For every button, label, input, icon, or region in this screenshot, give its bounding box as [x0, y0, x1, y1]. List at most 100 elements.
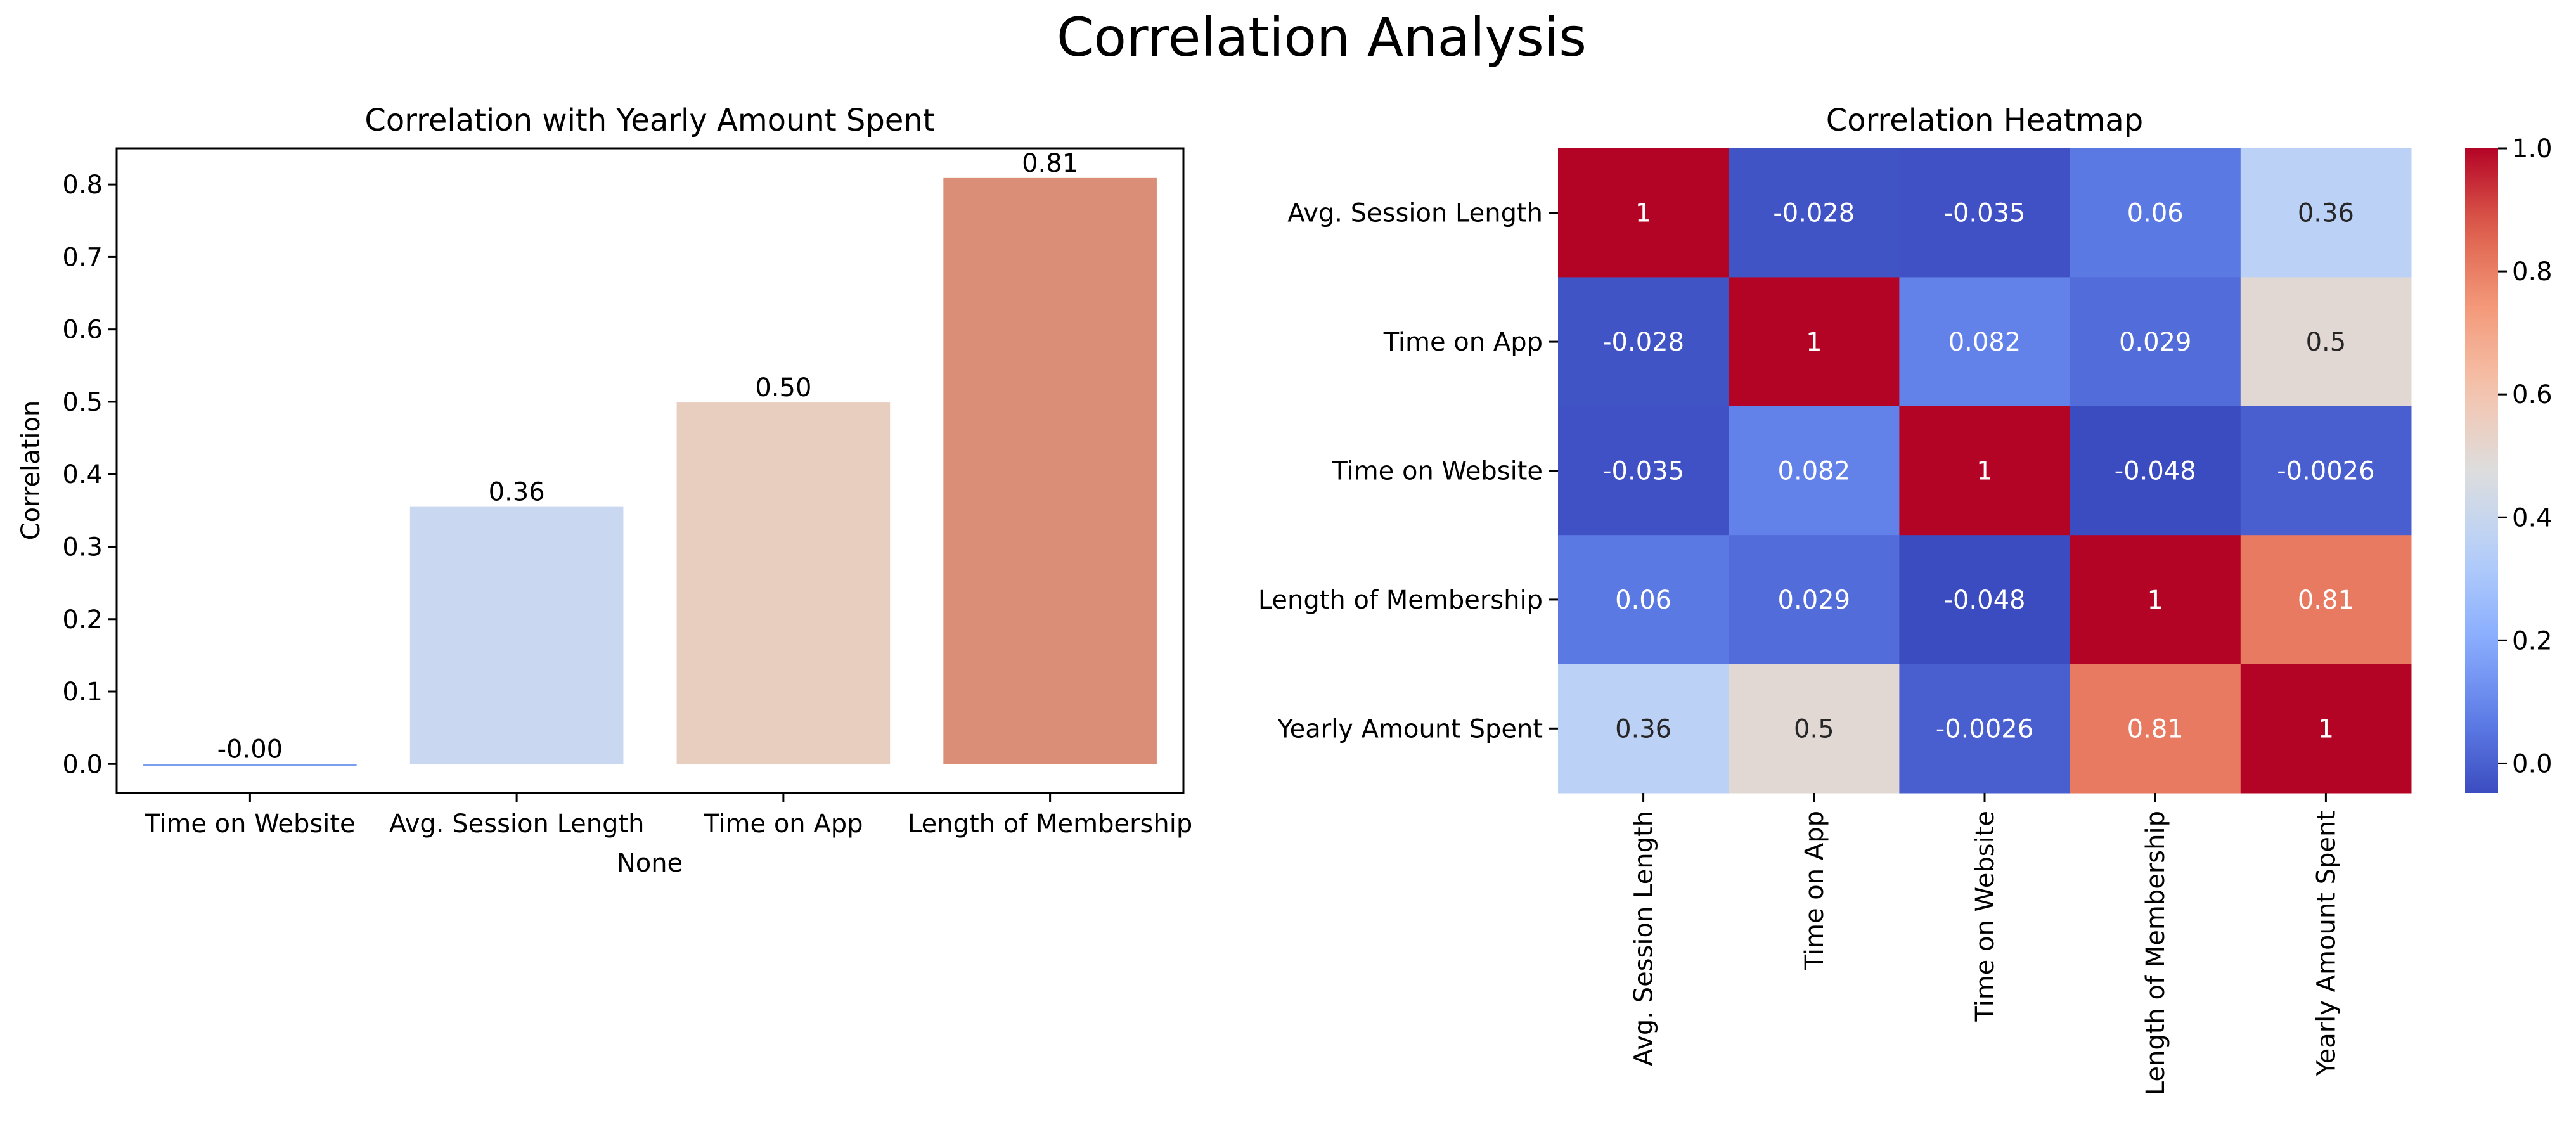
y-tick-label: 0.8 [62, 171, 103, 200]
bar-chart-x-axis-label: None [617, 849, 683, 878]
heatmap-cell [1558, 535, 1729, 665]
colorbar-tick-label: 0.6 [2512, 380, 2553, 409]
heatmap-cell-annotation: 0.029 [2119, 328, 2192, 357]
heatmap-cell-annotation: 0.082 [1778, 457, 1851, 486]
heatmap-column-label: Time on Website [1971, 811, 2000, 1022]
bar-chart-y-axis: 0.0 0.1 0.2 0.3 0.4 0.5 0.6 0.7 0.8 [62, 171, 117, 779]
x-tick-label: Avg. Session Length [389, 809, 645, 839]
heatmap-cell-annotation: 1 [2147, 586, 2163, 615]
heatmap-cell-annotation: 0.5 [1794, 714, 1834, 744]
colorbar [2465, 148, 2498, 793]
bar-chart-y-axis-label: Correlation [16, 401, 46, 541]
heatmap-cells [1558, 148, 2412, 794]
heatmap-cell [2070, 664, 2241, 794]
heatmap-row-label: Avg. Session Length [1287, 199, 1543, 228]
heatmap-cell [1558, 406, 1729, 536]
y-tick-label: 0.7 [62, 243, 103, 272]
y-tick-label: 0.0 [62, 750, 103, 779]
bar-chart-title: Correlation with Yearly Amount Spent [364, 103, 934, 138]
bar-data-label: -0.00 [217, 735, 283, 764]
bar-chart-data-labels: -0.00 0.36 0.50 0.81 [217, 149, 1079, 764]
heatmap-cell-annotation: 1 [2318, 714, 2334, 744]
heatmap-cell [1899, 406, 2071, 536]
colorbar-tick-label: 0.2 [2512, 626, 2553, 655]
heatmap-cell [2070, 535, 2241, 665]
heatmap-cell-annotation: 0.082 [1948, 328, 2021, 357]
heatmap-cell [2240, 406, 2412, 536]
heatmap-cell-annotation: 0.81 [2127, 714, 2184, 744]
bar-data-label: 0.50 [755, 373, 811, 402]
colorbar-tick-label: 0.0 [2512, 749, 2553, 778]
heatmap-cell-annotation: 0.06 [1615, 586, 1671, 615]
heatmap-row-label: Time on Website [1331, 457, 1543, 486]
colorbar-tick-label: 0.4 [2512, 503, 2553, 532]
heatmap-cell-annotation: 1 [1635, 199, 1651, 228]
heatmap-cell-annotation: 0.81 [2298, 586, 2354, 615]
heatmap-cell [2070, 406, 2241, 536]
heatmap-column-label: Avg. Session Length [1630, 811, 1659, 1066]
heatmap-cell [1729, 535, 1900, 665]
x-tick-label: Length of Membership [908, 809, 1192, 839]
bar-data-label: 0.81 [1022, 149, 1078, 178]
heatmap-cell-annotation: -0.035 [1944, 199, 2026, 228]
x-tick-label: Time on Website [144, 809, 356, 839]
heatmap-cell-annotation: -0.028 [1773, 199, 1855, 228]
heatmap-cell-annotation: 1 [1806, 328, 1822, 357]
bar-chart-frame [115, 147, 1185, 794]
heatmap-cell [1558, 277, 1729, 407]
heatmap-y-axis: Avg. Session Length Time on App Time on We… [1258, 199, 1558, 744]
heatmap-cell-annotation: -0.048 [1944, 586, 2026, 615]
y-tick-label: 0.4 [62, 460, 103, 489]
heatmap-annotations: 1 -0.028 -0.035 0.06 0.36 -0.028 1 0.082 0.029 0.… [1602, 199, 2374, 744]
bar-data-label: 0.36 [489, 478, 545, 507]
figure-title: Correlation Analysis [1057, 6, 1587, 68]
heatmap-cell [1899, 277, 2071, 407]
heatmap-x-axis: Avg. Session Length Time on App Time on We… [1630, 793, 2341, 1095]
y-tick-label: 0.6 [62, 316, 103, 345]
y-tick-label: 0.3 [62, 532, 103, 562]
heatmap-cell [1729, 406, 1900, 536]
bar [676, 402, 891, 764]
heatmap-cell-annotation: -0.028 [1602, 328, 1684, 357]
y-tick-label: 0.2 [62, 605, 103, 634]
heatmap-cell-annotation: 0.029 [1778, 586, 1851, 615]
heatmap-row-label: Length of Membership [1258, 586, 1543, 615]
heatmap-cell-annotation: -0.048 [2115, 457, 2196, 486]
heatmap-cell [2070, 277, 2241, 407]
heatmap-cell [2240, 535, 2412, 665]
y-tick-label: 0.1 [62, 678, 103, 707]
heatmap-cell-annotation: 1 [1976, 457, 1992, 486]
heatmap-title: Correlation Heatmap [1826, 103, 2143, 138]
bar-chart-marks [143, 177, 1157, 766]
heatmap-column-label: Time on App [1800, 811, 1829, 970]
heatmap-cell [1899, 148, 2071, 278]
bar-chart: Correlation with Yearly Amount Spent 0.0… [16, 103, 1192, 878]
heatmap: Correlation Heatmap 1 -0.028 -0.035 0.06 0.3… [1258, 103, 2553, 1095]
heatmap-cell [1899, 535, 2071, 665]
heatmap-cell-annotation: -0.0026 [1936, 714, 2033, 744]
heatmap-row-label: Yearly Amount Spent [1277, 714, 1543, 744]
heatmap-cell-annotation: 0.36 [2298, 199, 2354, 228]
x-tick-label: Time on App [703, 809, 863, 839]
heatmap-column-label: Length of Membership [2141, 811, 2170, 1095]
heatmap-cell-annotation: -0.035 [1602, 457, 1684, 486]
heatmap-column-label: Yearly Amount Spent [2312, 811, 2341, 1077]
heatmap-cell-annotation: 0.06 [2127, 199, 2184, 228]
heatmap-row-label: Time on App [1383, 328, 1543, 357]
bar-chart-x-axis: Time on Website Avg. Session Length Time o… [144, 793, 1192, 839]
y-tick-label: 0.5 [62, 388, 103, 417]
heatmap-cell [1558, 664, 1729, 794]
heatmap-cell-annotation: 0.5 [2306, 328, 2347, 357]
bar [943, 177, 1157, 764]
colorbar-axis: 0.0 0.2 0.4 0.6 0.8 1.0 [2498, 134, 2553, 778]
bar [143, 764, 357, 766]
heatmap-cell [1558, 148, 1729, 278]
heatmap-cell [2240, 148, 2412, 278]
heatmap-cell [2240, 277, 2412, 407]
heatmap-cell [1729, 148, 1900, 278]
colorbar-tick-label: 0.8 [2512, 257, 2553, 287]
colorbar-tick-label: 1.0 [2512, 134, 2553, 164]
heatmap-cell [2070, 148, 2241, 278]
heatmap-cell [2240, 664, 2412, 794]
